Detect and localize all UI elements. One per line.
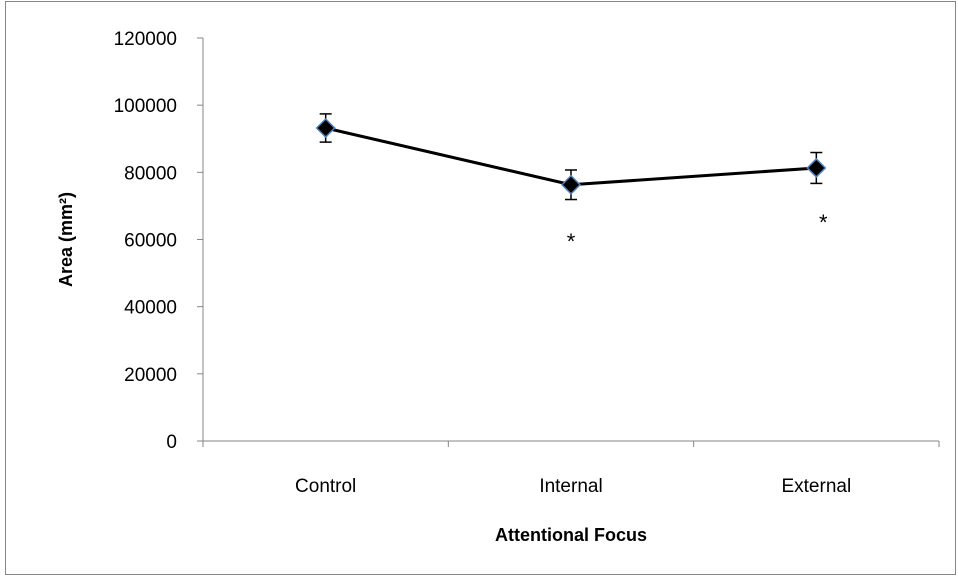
y-tick-labels: 0 20000 40000 60000 80000 100000 120000 bbox=[114, 29, 177, 453]
significance-asterisk: * bbox=[819, 210, 828, 235]
series bbox=[315, 113, 827, 201]
y-axis-title: Area (mm²) bbox=[56, 192, 76, 287]
y-tick-label: 100000 bbox=[114, 96, 177, 117]
y-tick-label: 120000 bbox=[114, 29, 177, 50]
x-tick-label: External bbox=[781, 476, 851, 497]
annotations: ** bbox=[567, 210, 828, 254]
data-point-marker bbox=[560, 174, 582, 195]
y-tick-label: 60000 bbox=[124, 231, 177, 252]
data-point-marker bbox=[806, 157, 827, 179]
y-tick-label: 20000 bbox=[124, 365, 177, 386]
x-tick-label: Control bbox=[295, 476, 356, 497]
y-tick-label: 0 bbox=[166, 432, 177, 453]
axes bbox=[197, 37, 940, 447]
significance-asterisk: * bbox=[567, 229, 576, 254]
x-tick-labels: Control Internal External bbox=[295, 476, 851, 497]
y-tick-label: 80000 bbox=[124, 163, 177, 184]
chart-frame bbox=[5, 1, 956, 575]
y-tick-label: 40000 bbox=[124, 298, 177, 319]
data-point-marker bbox=[315, 117, 336, 139]
x-tick-label: Internal bbox=[539, 476, 602, 497]
x-axis-title: Attentional Focus bbox=[495, 525, 647, 545]
